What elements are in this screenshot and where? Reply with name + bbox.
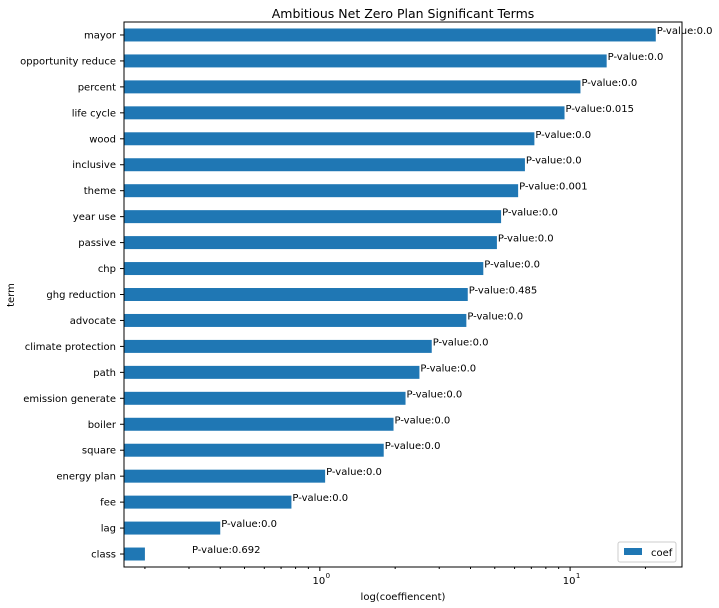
y-tick-label-9: chp bbox=[98, 264, 116, 275]
data-label-3: P-value:0.015 bbox=[566, 104, 634, 115]
data-label-5: P-value:0.0 bbox=[526, 156, 582, 167]
x-axis: 10 0 10 1 bbox=[144, 567, 646, 587]
x-axis-label: log(coeffiencent) bbox=[361, 592, 446, 603]
y-tick-label-4: wood bbox=[89, 134, 116, 145]
data-label-13: P-value:0.0 bbox=[420, 363, 476, 374]
plot-frame bbox=[123, 21, 683, 568]
data-label-0: P-value:0.0 bbox=[657, 26, 713, 37]
y-tick-label-13: path bbox=[93, 368, 116, 379]
x-tick-exp-0: 0 bbox=[326, 572, 330, 580]
data-label-14: P-value:0.0 bbox=[407, 389, 463, 400]
bar-2 bbox=[124, 80, 581, 94]
bar-11 bbox=[124, 313, 467, 327]
bar-5 bbox=[124, 158, 525, 172]
data-label-20: P-value:0.692 bbox=[192, 545, 260, 556]
data-label-7: P-value:0.0 bbox=[502, 208, 558, 219]
bar-9 bbox=[124, 262, 484, 276]
bar-18 bbox=[124, 495, 292, 509]
bar-14 bbox=[124, 391, 406, 405]
bar-13 bbox=[124, 365, 420, 379]
data-label-8: P-value:0.0 bbox=[498, 234, 554, 245]
bar-1 bbox=[124, 54, 607, 68]
x-tick-label-1: 10 1 bbox=[563, 572, 581, 587]
y-tick-label-15: boiler bbox=[88, 420, 117, 431]
data-label-17: P-value:0.0 bbox=[326, 467, 382, 478]
bar-12 bbox=[124, 339, 432, 353]
y-tick-label-18: fee bbox=[100, 498, 116, 509]
x-tick-exp-1: 1 bbox=[576, 572, 580, 580]
bar-20 bbox=[124, 547, 145, 561]
data-label-15: P-value:0.0 bbox=[395, 415, 451, 426]
bar-19 bbox=[124, 521, 221, 535]
x-tick-base-0: 10 bbox=[312, 576, 325, 587]
legend: coef bbox=[617, 541, 677, 563]
y-tick-label-20: class bbox=[91, 550, 116, 561]
data-label-2: P-value:0.0 bbox=[581, 78, 637, 89]
y-tick-label-1: opportunity reduce bbox=[20, 56, 116, 67]
chart-title: Ambitious Net Zero Plan Significant Term… bbox=[272, 6, 535, 21]
legend-swatch bbox=[624, 548, 642, 555]
y-tick-label-10: ghg reduction bbox=[46, 290, 116, 301]
bar-3 bbox=[124, 106, 565, 120]
bar-4 bbox=[124, 132, 535, 146]
bar-17 bbox=[124, 469, 326, 483]
y-tick-label-0: mayor bbox=[84, 30, 117, 41]
data-label-19: P-value:0.0 bbox=[221, 519, 277, 530]
data-label-18: P-value:0.0 bbox=[292, 493, 348, 504]
y-tick-label-7: year use bbox=[73, 212, 116, 223]
data-label-11: P-value:0.0 bbox=[467, 311, 523, 322]
bar-0 bbox=[124, 28, 656, 42]
bars-group bbox=[124, 28, 656, 561]
bar-6 bbox=[124, 184, 519, 198]
y-tick-label-11: advocate bbox=[70, 316, 116, 327]
bar-8 bbox=[124, 236, 497, 250]
y-tick-label-17: energy plan bbox=[56, 472, 116, 483]
y-tick-label-19: lag bbox=[101, 524, 116, 535]
data-label-9: P-value:0.0 bbox=[484, 260, 540, 271]
legend-box bbox=[617, 541, 677, 563]
data-label-16: P-value:0.0 bbox=[385, 441, 441, 452]
x-tick-label-0: 10 0 bbox=[312, 572, 330, 587]
x-tick-base-1: 10 bbox=[563, 576, 576, 587]
y-axis-label: term bbox=[6, 283, 17, 307]
y-tick-label-2: percent bbox=[78, 82, 116, 93]
data-label-4: P-value:0.0 bbox=[535, 130, 591, 141]
y-tick-label-12: climate protection bbox=[25, 342, 116, 353]
legend-label: coef bbox=[651, 548, 673, 559]
y-tick-label-3: life cycle bbox=[72, 108, 116, 119]
bar-16 bbox=[124, 443, 384, 457]
y-tick-label-8: passive bbox=[78, 238, 116, 249]
y-tick-label-5: inclusive bbox=[72, 160, 116, 171]
data-label-10: P-value:0.485 bbox=[469, 286, 537, 297]
y-tick-label-6: theme bbox=[84, 186, 116, 197]
data-label-12: P-value:0.0 bbox=[433, 337, 489, 348]
y-axis: mayor opportunity reduce percent life cycle… bbox=[20, 30, 124, 561]
data-label-1: P-value:0.0 bbox=[608, 52, 664, 63]
bar-15 bbox=[124, 417, 394, 431]
y-tick-label-14: emission generate bbox=[23, 394, 116, 405]
bar-10 bbox=[124, 288, 468, 301]
data-label-6: P-value:0.001 bbox=[519, 182, 587, 193]
y-tick-label-16: square bbox=[82, 446, 116, 457]
bar-7 bbox=[124, 210, 502, 224]
annotations-group: P-value:0.0 P-value:0.0 P-value:0.0 P-value… bbox=[192, 26, 713, 556]
